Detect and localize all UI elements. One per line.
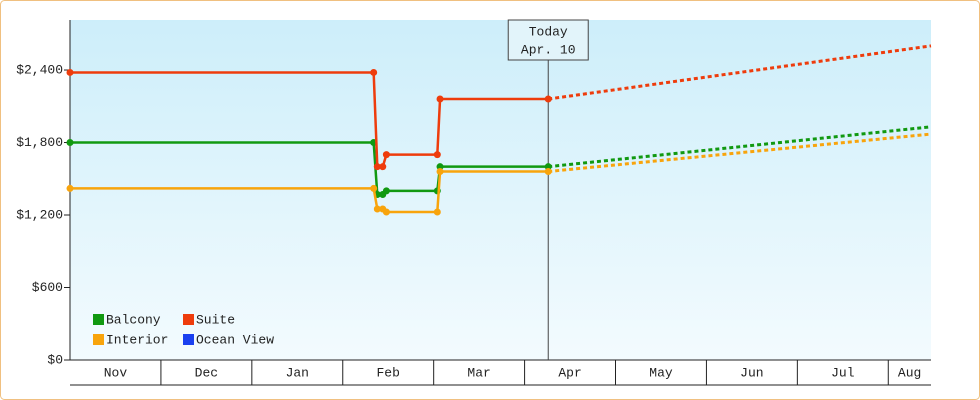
data-point [436,95,444,103]
series-line [70,71,549,168]
x-tick-label: Jun [740,365,763,380]
x-tick-label: Dec [195,365,218,380]
x-tick-label: Jan [286,365,309,380]
data-point [373,205,381,213]
data-point [373,163,381,171]
today-label: Today [529,24,568,39]
legend-swatch [93,314,104,325]
data-point [382,151,390,159]
plot-area [70,20,931,360]
data-point [66,139,74,147]
y-tick-label: $0 [47,352,63,367]
y-tick-label: $2,400 [16,62,63,77]
today-label: Apr. 10 [521,42,576,57]
data-point [433,151,441,159]
x-tick-label: Nov [104,365,128,380]
y-tick-label: $600 [32,280,63,295]
projection-line [548,125,932,169]
x-tick-label: May [649,365,673,380]
data-point [66,68,74,76]
data-point [379,163,387,171]
legend-label: Suite [196,312,235,327]
legend-label: Interior [106,332,168,347]
x-tick-label: Apr [558,365,581,380]
x-tick-label: Feb [377,365,400,380]
y-tick-label: $1,200 [16,207,63,222]
data-point [436,168,444,176]
data-point [382,208,390,216]
legend-swatch [183,334,194,345]
x-tick-label: Mar [467,365,490,380]
legend-label: Balcony [106,312,161,327]
legend-label: Ocean View [196,332,274,347]
data-point [382,187,390,195]
data-point [66,184,74,192]
projection-line [548,132,932,174]
today-box [507,19,589,61]
data-point [433,208,441,216]
x-tick-label: Jul [831,365,855,380]
legend-swatch [93,334,104,345]
data-point [370,184,378,192]
x-tick-label: Aug [898,365,921,380]
y-tick-label: $1,800 [16,135,63,150]
data-point [436,163,444,171]
projection-line [548,44,932,101]
data-point [370,68,378,76]
legend-swatch [183,314,194,325]
